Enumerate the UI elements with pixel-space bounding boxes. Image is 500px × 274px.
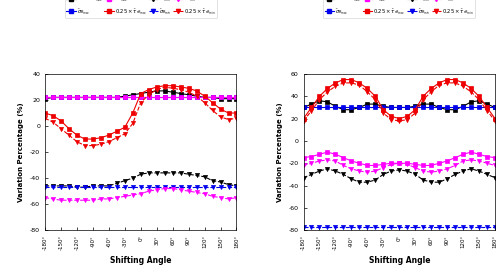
Legend: $20 \times \bar{\sigma}_{r_{max}}$, $\bar{\sigma}_{\theta_{max}}$, $\bar{\sigma}: $20 \times \bar{\sigma}_{r_{max}}$, $\ba… — [64, 0, 217, 18]
Legend: $20 \times \bar{\sigma}_{r_{max}}$, $\bar{\sigma}_{\theta_{max}}$, $\bar{\sigma}: $20 \times \bar{\sigma}_{r_{max}}$, $\ba… — [323, 0, 476, 18]
X-axis label: Shifting Angle: Shifting Angle — [368, 256, 430, 265]
X-axis label: Shifting Angle: Shifting Angle — [110, 256, 172, 265]
Y-axis label: Variation Percentage (%): Variation Percentage (%) — [18, 102, 24, 202]
Y-axis label: Variation Percentage (%): Variation Percentage (%) — [277, 102, 283, 202]
